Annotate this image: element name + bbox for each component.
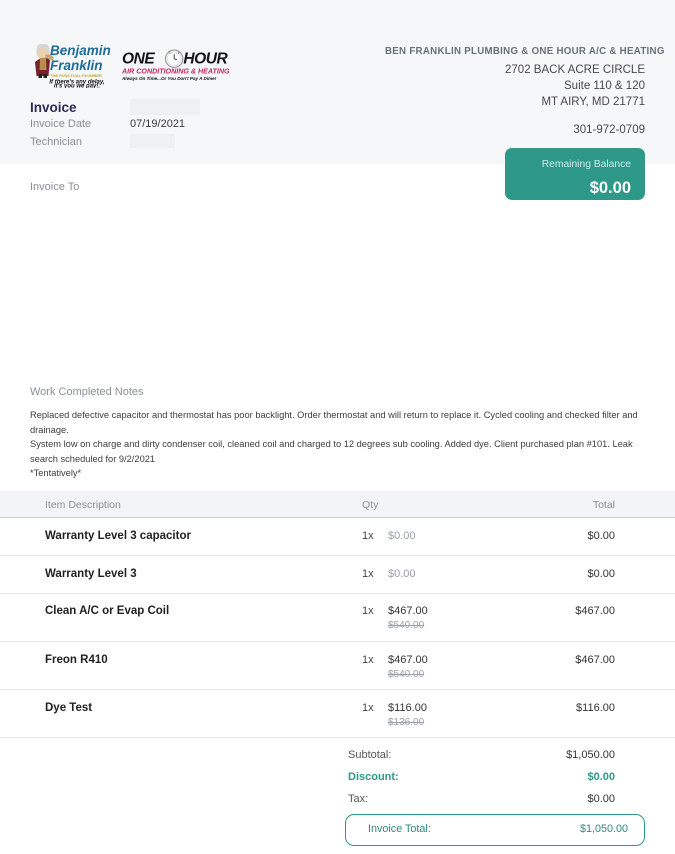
svg-text:THE PUNCTUAL PLUMBER: THE PUNCTUAL PLUMBER xyxy=(50,73,102,78)
svg-text:ONE: ONE xyxy=(122,50,155,67)
svg-text:Always On Time...Or You Don't: Always On Time...Or You Don't Pay A Dime… xyxy=(122,76,217,81)
svg-text:Franklin: Franklin xyxy=(50,58,103,73)
svg-text:Benjamin: Benjamin xyxy=(50,43,111,58)
svg-text:HOUR: HOUR xyxy=(183,50,228,67)
svg-text:AIR CONDITIONING & HEATING: AIR CONDITIONING & HEATING xyxy=(122,67,230,75)
svg-text:it's you we pay!.: it's you we pay!. xyxy=(54,84,100,89)
